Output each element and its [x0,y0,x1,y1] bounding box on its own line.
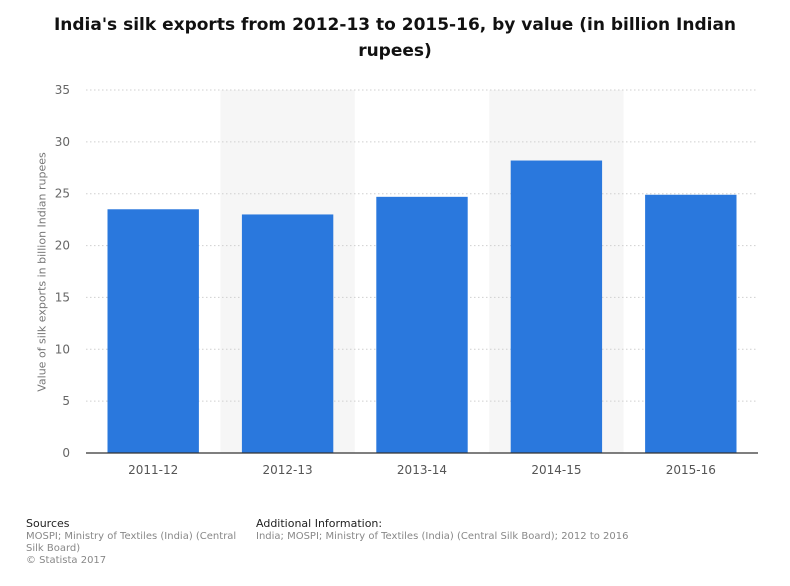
bar[interactable] [241,214,334,453]
x-tick-label: 2014-15 [531,463,581,477]
y-tick-label: 20 [55,239,70,253]
additional-info-title: Additional Information: [256,517,383,530]
bar-chart: 0 5 10 15 20 25 30 35 2011-12 2012-13 2013-14 2014-… [55,83,758,477]
bar[interactable] [376,196,468,453]
x-tick-label: 2011-12 [128,463,178,477]
y-tick-label: 30 [55,135,70,149]
bar[interactable] [645,194,737,453]
bar[interactable] [107,209,199,453]
y-tick-label: 35 [55,83,70,97]
x-tick-label: 2015-16 [666,463,716,477]
y-tick-label: 5 [62,394,70,408]
bar[interactable] [510,160,603,454]
additional-info-block: Additional Information: India; MOSPI; Mi… [256,518,756,543]
x-tick-label: 2012-13 [263,463,313,477]
sources-text: MOSPI; Ministry of Textiles (India) (Cen… [26,531,237,554]
x-tick-label: 2013-14 [397,463,447,477]
sources-title: Sources [26,517,70,530]
additional-info-text: India; MOSPI; Ministry of Textiles (Indi… [256,531,629,542]
y-axis-label: Value of silk exports in billion Indian … [35,152,49,392]
sources-block: Sources MOSPI; Ministry of Textiles (Ind… [26,518,251,567]
y-tick-label: 15 [55,290,70,304]
copyright: © Statista 2017 [26,555,107,566]
chart-title: India's silk exports from 2012-13 to 201… [53,15,737,61]
y-tick-label: 10 [55,342,70,356]
y-tick-label: 0 [62,446,70,460]
y-tick-label: 25 [55,187,70,201]
